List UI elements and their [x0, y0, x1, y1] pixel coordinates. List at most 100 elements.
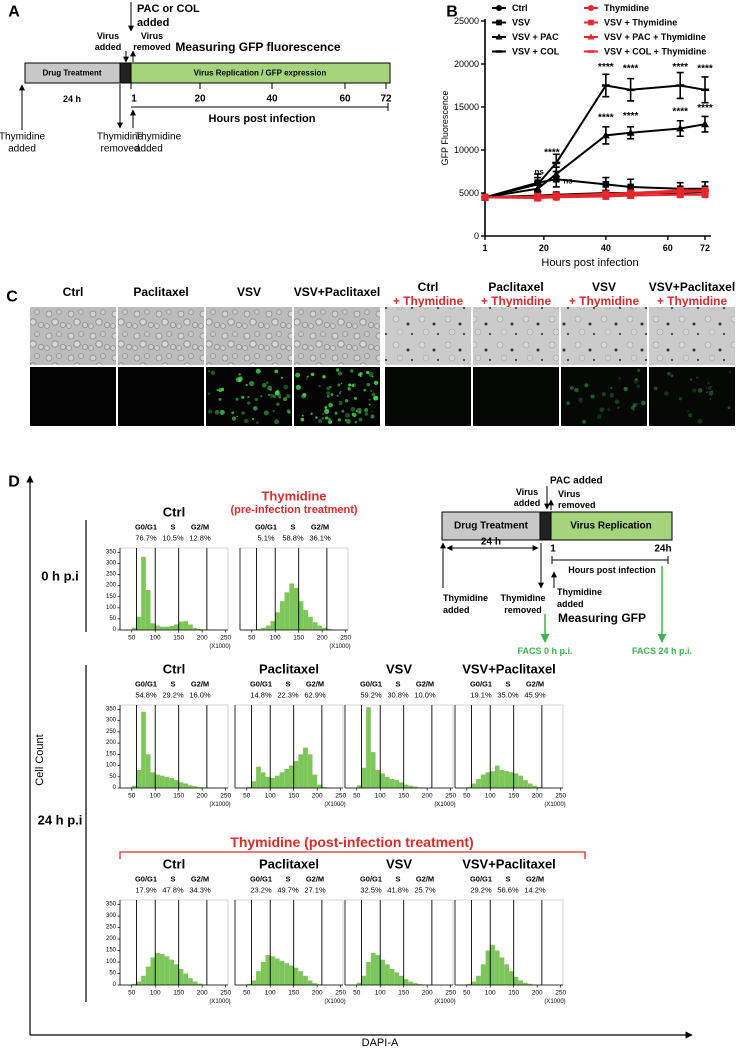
label: added: [557, 599, 584, 609]
marker: [601, 131, 610, 139]
gfp-cell: [283, 384, 289, 390]
phase-percentage: 49.7%: [277, 886, 299, 895]
gfp-cell: [274, 390, 280, 396]
x-tick-label: 100: [485, 793, 496, 800]
histogram-bar: [408, 785, 414, 788]
label: 24 h: [481, 537, 501, 548]
label: Measuring GFP: [558, 611, 646, 625]
label: Hours post infection: [568, 565, 656, 575]
plot-area: [119, 547, 229, 631]
y-tick-label: 0: [474, 231, 479, 241]
gfp-cell: [696, 376, 699, 379]
plot-area: [344, 899, 454, 986]
virus-incubation-bar: [119, 62, 132, 84]
histogram-bar: [197, 983, 203, 985]
gfp-cell: [371, 392, 376, 397]
gfp-cell: [241, 411, 245, 415]
gfp-cell: [368, 371, 374, 377]
gfp-cell: [254, 397, 259, 402]
histogram-bar: [361, 975, 367, 985]
x-tick-label: 20: [539, 243, 549, 253]
histogram-bar: [361, 767, 367, 788]
significance: ****: [623, 111, 639, 122]
significance: ns: [535, 168, 545, 177]
x-tick-label: 50: [248, 635, 256, 642]
fluorescence-image: [561, 367, 647, 426]
marker: [701, 120, 709, 128]
column-label: VSV+Paclitaxel: [649, 280, 735, 294]
histogram-bar: [174, 624, 179, 630]
brightfield-image: [294, 307, 380, 365]
label: removed: [133, 42, 171, 52]
y-tick-label: 300: [106, 561, 117, 567]
column-label: VSV+Paclitaxel: [294, 285, 380, 299]
x-tick-label: 250: [555, 793, 566, 800]
gfp-cell: [328, 402, 333, 408]
gfp-cell: [335, 368, 340, 372]
histogram-title: Thymidine: [261, 489, 326, 504]
histogram-bar: [270, 777, 275, 788]
phase-percentage: 59.2%: [360, 691, 382, 700]
gfp-cell: [326, 395, 330, 398]
histogram-bar: [270, 956, 275, 985]
gfp-cell: [689, 378, 693, 381]
gfp-cell: [351, 383, 355, 387]
histogram-bar: [303, 747, 308, 788]
marker: [495, 4, 503, 12]
column-treatment: + Thymidine: [481, 294, 552, 308]
phase-percentage: 30.8%: [387, 691, 409, 700]
histogram-bar: [537, 786, 542, 788]
histogram-bar: [403, 979, 409, 985]
gfp-cell: [338, 392, 342, 395]
gfp-cell: [581, 419, 587, 424]
histogram-bar: [490, 771, 495, 788]
phase-percentage: 14.2%: [524, 886, 546, 895]
phase-percentage: 19.1%: [470, 691, 492, 700]
gfp-cell: [371, 410, 373, 413]
label: 24h: [654, 544, 671, 555]
x-tick-label: 40: [601, 243, 611, 253]
phase-label: S: [170, 680, 175, 689]
histogram-bar: [289, 765, 294, 788]
histogram-bar: [312, 622, 318, 630]
gfp-cell: [636, 384, 641, 389]
brightfield-image: [118, 307, 204, 365]
phase-label: G2/M: [306, 680, 324, 689]
histogram-bar: [523, 982, 528, 985]
x-tick-label: 100: [150, 793, 161, 800]
gfp-cell: [590, 394, 595, 399]
gfp-cell: [252, 418, 255, 421]
histogram-bar: [356, 785, 362, 788]
gfp-cell: [283, 397, 288, 402]
gfp-cell: [350, 406, 356, 412]
gfp-cell: [705, 391, 708, 394]
histogram-bar: [145, 754, 151, 788]
label: Thymidine: [500, 593, 545, 603]
marker: [587, 33, 595, 40]
label: 72: [380, 94, 392, 105]
panel-label: A: [8, 4, 20, 21]
gfp-cell: [633, 378, 639, 384]
histogram-bar: [504, 964, 509, 985]
histogram-bar: [389, 779, 395, 788]
y-tick-label: 15000: [454, 102, 479, 112]
x-tick-label: 250: [340, 635, 351, 642]
histogram-bar: [380, 773, 385, 788]
gfp-cell: [637, 368, 641, 372]
x-tick-label: 200: [532, 990, 543, 997]
histogram-bar: [159, 775, 165, 788]
x-tick-label: 250: [335, 990, 346, 997]
histogram-bar: [413, 983, 418, 985]
gfp-cell: [322, 413, 324, 415]
histogram-bar: [270, 621, 276, 630]
phase-label: G2/M: [191, 875, 209, 884]
gfp-cell: [635, 402, 639, 405]
phase-label: S: [505, 875, 510, 884]
histogram-bar: [197, 787, 203, 788]
histogram-bar: [476, 779, 481, 788]
phase-percentage: 36.1%: [309, 534, 331, 543]
gfp-cell: [617, 406, 620, 409]
x-tick-label: 100: [270, 635, 281, 642]
panel-label: B: [446, 4, 458, 21]
